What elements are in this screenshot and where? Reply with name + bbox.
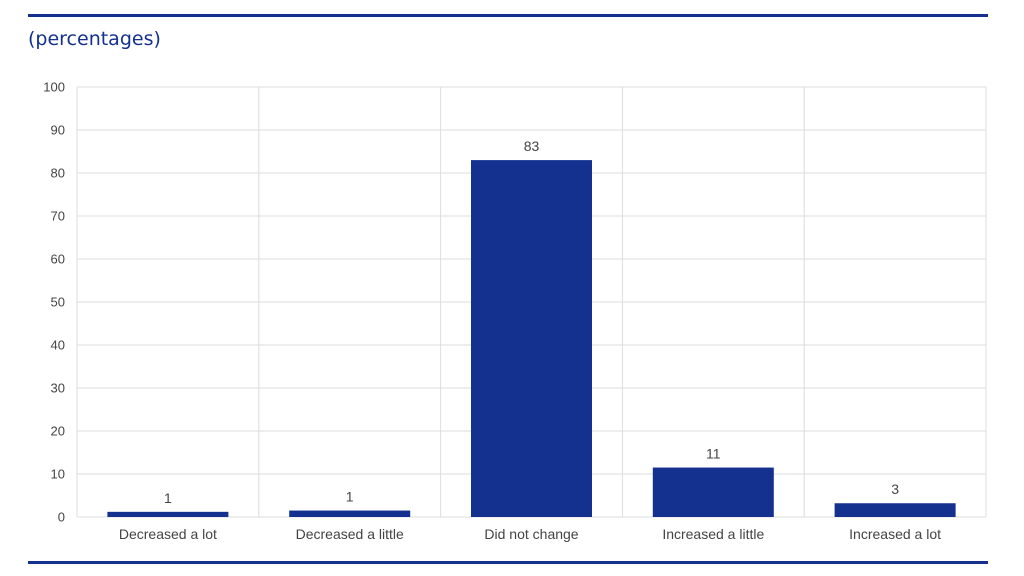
x-category-label: Decreased a lot [119, 526, 217, 542]
y-tick-label: 10 [51, 467, 65, 482]
y-tick-label: 70 [51, 209, 65, 224]
y-tick-label: 100 [43, 80, 65, 95]
y-tick-label: 60 [51, 252, 65, 267]
y-tick-label: 0 [58, 510, 65, 525]
bar [834, 503, 956, 517]
y-tick-label: 40 [51, 338, 65, 353]
chart-subtitle: (percentages) [28, 28, 161, 50]
data-label: 3 [891, 481, 899, 497]
data-label: 83 [524, 138, 540, 154]
data-label: 1 [346, 489, 354, 505]
y-tick-label: 20 [51, 424, 65, 439]
y-tick-label: 90 [51, 123, 65, 138]
bar [289, 510, 411, 517]
data-label: 1 [164, 490, 172, 506]
y-tick-label: 30 [51, 381, 65, 396]
y-tick-label: 80 [51, 166, 65, 181]
x-category-label: Decreased a little [296, 526, 404, 542]
top-rule [28, 14, 988, 17]
bottom-rule [28, 561, 988, 564]
bar [652, 467, 774, 517]
x-category-label: Did not change [484, 526, 578, 542]
bar [471, 160, 592, 517]
data-label: 11 [706, 446, 721, 462]
y-tick-label: 50 [51, 295, 65, 310]
x-category-label: Increased a lot [849, 526, 941, 542]
x-category-label: Increased a little [662, 526, 764, 542]
bar [107, 511, 229, 517]
